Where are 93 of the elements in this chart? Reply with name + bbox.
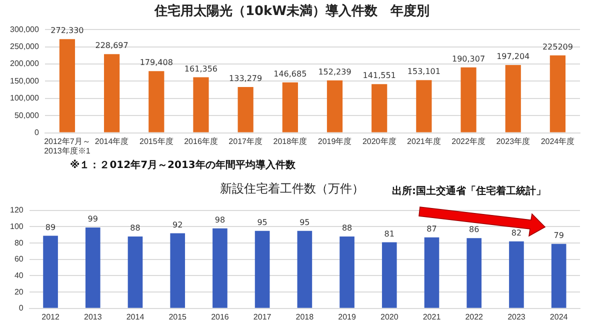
bar	[550, 55, 566, 132]
bar	[238, 86, 254, 132]
x-tick-label: 2013	[84, 312, 102, 322]
bar	[282, 82, 298, 132]
bar	[416, 80, 432, 132]
x-tick-label: 2016年度	[184, 136, 218, 146]
data-label: 92	[172, 220, 183, 230]
bar	[326, 80, 343, 132]
x-tick-label: 2014	[126, 312, 145, 322]
x-tick-label: 2020	[380, 312, 399, 322]
bar	[466, 238, 482, 308]
x-tick-label: 2020年度	[362, 136, 396, 146]
x-tick-label: 2016	[211, 312, 230, 322]
y-tick-label: 300,000	[10, 24, 40, 34]
x-tick-label: 2022年度	[452, 136, 486, 146]
x-tick-label: 2014年度	[94, 136, 129, 146]
data-label: 228,697	[95, 41, 128, 50]
data-label: 272,330	[50, 26, 84, 36]
bar	[340, 236, 354, 308]
y-tick-label: 0	[18, 304, 24, 313]
data-label: 86	[469, 225, 480, 234]
x-tick-label: 2021	[422, 312, 442, 322]
data-label: 141,551	[362, 71, 396, 80]
x-tick-label: 2018年度	[273, 136, 308, 146]
x-tick-label: 2019	[338, 312, 356, 322]
y-tick-label: 60	[14, 254, 24, 264]
bar	[128, 236, 143, 308]
y-tick-label: 20	[14, 287, 24, 296]
y-tick-label: 200,000	[10, 59, 40, 68]
bar	[505, 64, 521, 132]
bar	[551, 244, 566, 308]
bar	[148, 71, 164, 132]
bar	[85, 228, 100, 308]
x-tick-label: 2017年度	[228, 136, 262, 146]
data-label: 152,239	[318, 68, 352, 77]
data-label: 81	[384, 229, 394, 238]
chart-title: 新設住宅着工件数（万件）	[220, 181, 364, 196]
text: 出所:国土交通省「住宅着工統計」	[392, 184, 546, 198]
data-label: 95	[257, 218, 268, 227]
y-tick-label: 100,000	[10, 94, 40, 103]
y-tick-label: 80	[14, 238, 24, 248]
y-tick-label: 150,000	[10, 76, 40, 86]
x-tick-label: 2022	[465, 312, 484, 322]
x-tick-label: 2015	[168, 312, 188, 322]
y-tick-label: 250,000	[10, 42, 40, 52]
data-label: 190,307	[452, 54, 486, 64]
y-tick-label: 50,000	[14, 110, 40, 120]
data-label: 82	[511, 228, 522, 238]
x-tick-label: 2024	[550, 312, 568, 322]
data-label: 225209	[542, 42, 573, 52]
bar	[297, 230, 312, 308]
x-tick-label: 2012	[42, 312, 60, 322]
bar	[460, 67, 476, 132]
data-label: 88	[342, 224, 352, 233]
x-tick-label: 2019年度	[318, 136, 352, 146]
x-tick-label: 2015年度	[139, 136, 174, 146]
x-tick-label: 2018	[296, 312, 314, 322]
y-tick-label: 120	[10, 206, 24, 215]
bar	[104, 54, 120, 132]
data-label: 98	[214, 215, 226, 224]
bar	[59, 39, 76, 132]
bar	[43, 236, 58, 308]
data-label: 79	[554, 230, 564, 240]
data-label: 95	[300, 218, 310, 227]
data-label: 133,279	[229, 74, 262, 84]
x-tick-label: 2023	[508, 312, 526, 322]
x-tick-label: 2023年度	[496, 136, 530, 146]
data-label: 87	[426, 224, 437, 234]
y-tick-label: 0	[34, 128, 40, 138]
y-tick-label: 40	[14, 270, 24, 280]
bar	[372, 84, 388, 132]
bar	[254, 230, 270, 308]
bar	[382, 242, 397, 308]
x-tick-label: 2012年7月～2013年度※1	[44, 136, 91, 156]
bar	[509, 241, 524, 308]
chart-title: 住宅用太陽光（10kW未満）導入件数 年度別	[153, 3, 430, 20]
data-label: 153,101	[407, 67, 440, 76]
bar	[170, 233, 186, 308]
y-tick-label: 100	[10, 222, 24, 231]
data-label: 161,356	[184, 64, 218, 74]
data-label: 99	[88, 214, 98, 224]
data-label: 89	[45, 222, 56, 232]
x-tick-label: 2017	[253, 312, 272, 322]
data-label: 146,685	[274, 69, 307, 78]
x-tick-label: 2021年度	[407, 136, 441, 146]
x-tick-label: 2024年度	[540, 136, 575, 146]
bar	[424, 237, 440, 308]
bar	[212, 228, 228, 308]
data-label: 179,408	[140, 58, 173, 68]
bar	[193, 77, 209, 132]
data-label: 88	[130, 224, 140, 233]
text: ※１：２012年7月～2013年の年間平均導入件数	[70, 158, 296, 172]
data-label: 197,204	[496, 52, 530, 62]
